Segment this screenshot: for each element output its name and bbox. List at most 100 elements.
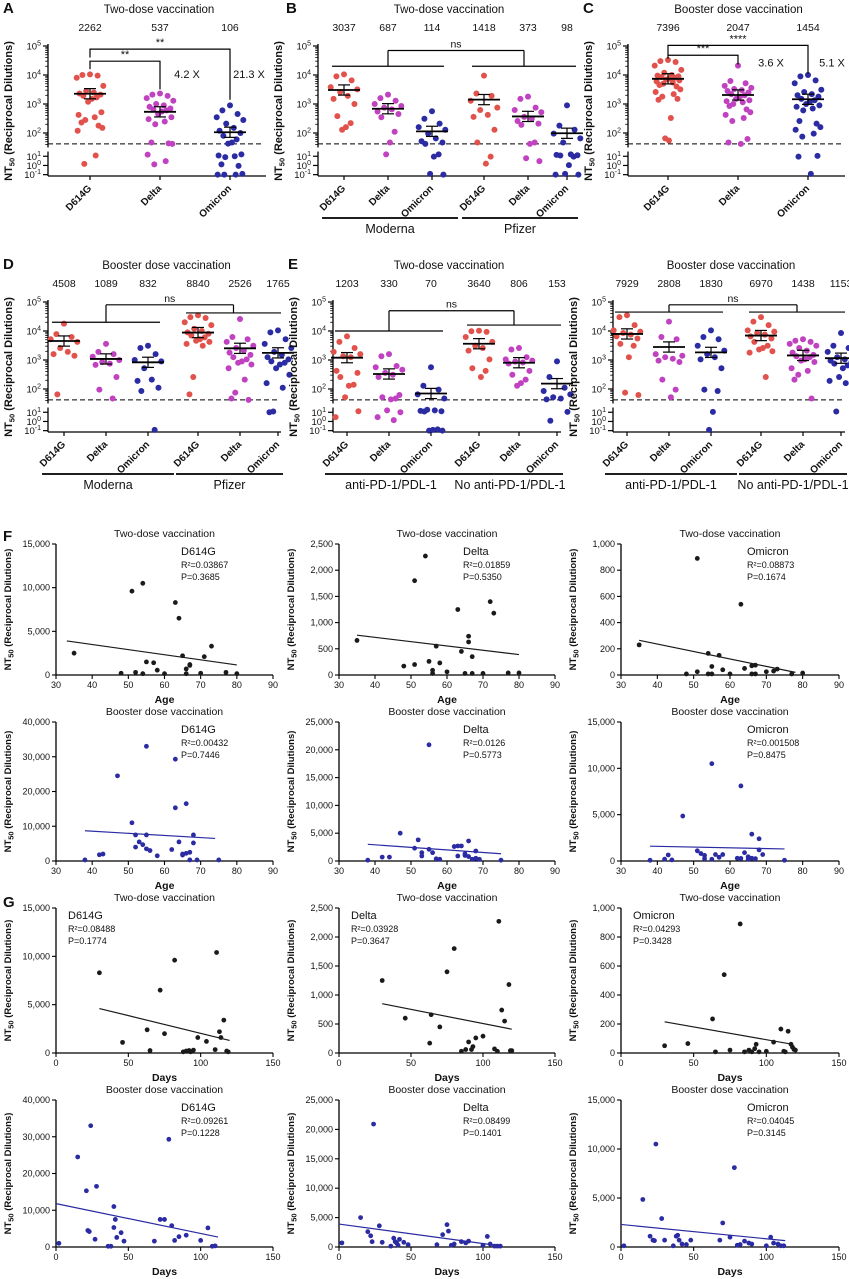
svg-text:80: 80: [798, 680, 808, 690]
panel-g2-scatter: Two-dose vaccination 0 500 1,000 1,500 2,000 2…: [283, 892, 565, 1084]
svg-text:Two-dose vaccination: Two-dose vaccination: [394, 4, 505, 16]
svg-text:50: 50: [689, 680, 699, 690]
svg-text:NT50 (Reciprocal Dilutions): NT50 (Reciprocal Dilutions): [286, 920, 299, 1042]
svg-text:Delta: Delta: [139, 183, 164, 208]
svg-text:60: 60: [159, 866, 169, 876]
svg-text:Two-dose vaccination: Two-dose vaccination: [104, 4, 215, 16]
panel-c-dotplot: C Booster dose vaccination 7396 2047 1454 10…: [580, 0, 849, 256]
svg-text:1,000: 1,000: [592, 903, 615, 913]
svg-text:Omicron: Omicron: [775, 183, 812, 220]
svg-text:Omicron: Omicron: [534, 183, 571, 220]
svg-text:1153: 1153: [830, 278, 849, 290]
svg-text:P=0.1228: P=0.1228: [181, 1128, 220, 1138]
svg-text:Omicron: Omicron: [747, 724, 789, 736]
svg-text:D614G: D614G: [68, 910, 103, 922]
panel-g4-scatter: Booster dose vaccination 0 10,000 20,000 30,…: [0, 1084, 283, 1278]
svg-text:101: 101: [297, 151, 312, 163]
panel-d-dotplot: D Booster dose vaccination 4508 1089 832 884…: [0, 256, 295, 532]
svg-text:806: 806: [510, 278, 528, 290]
svg-text:30: 30: [616, 680, 626, 690]
svg-text:50: 50: [689, 866, 699, 876]
svg-text:40: 40: [87, 866, 97, 876]
svg-text:50: 50: [123, 1058, 133, 1068]
svg-text:10,000: 10,000: [587, 1144, 615, 1154]
chart-f6-age-omicron-booster: Booster dose vaccination 0 5,000 10,000 15,0…: [568, 706, 844, 892]
svg-text:800: 800: [600, 932, 615, 942]
svg-text:NT50 (Reciprocal Dilutions): NT50 (Reciprocal Dilutions): [583, 41, 597, 181]
svg-text:100: 100: [312, 416, 327, 428]
svg-text:Booster dose vaccination: Booster dose vaccination: [388, 706, 505, 718]
svg-text:0: 0: [45, 856, 50, 866]
svg-text:0: 0: [328, 1242, 333, 1252]
svg-text:P=0.8475: P=0.8475: [747, 750, 786, 760]
svg-text:600: 600: [600, 591, 615, 601]
svg-text:103: 103: [312, 355, 327, 367]
chart-d-booster-vaccine-type: Booster dose vaccination 4508 1089 832 8840 2…: [3, 260, 295, 492]
svg-text:NT50 (Reciprocal Dilutions): NT50 (Reciprocal Dilutions): [568, 920, 581, 1042]
svg-text:Booster dose vaccination: Booster dose vaccination: [667, 260, 796, 272]
svg-text:104: 104: [27, 70, 42, 82]
svg-text:105: 105: [592, 297, 607, 309]
svg-text:Two-dose vaccination: Two-dose vaccination: [680, 528, 781, 540]
svg-text:Booster dose vaccination: Booster dose vaccination: [674, 4, 803, 16]
svg-text:NT50 (Reciprocal Dilutions): NT50 (Reciprocal Dilutions): [3, 1113, 16, 1235]
panel-letter-d: D: [3, 256, 14, 273]
svg-text:Omicron: Omicron: [678, 439, 715, 476]
chart-f4-age-d614g-booster: Booster dose vaccination 0 10,000 20,000 30,…: [3, 706, 278, 892]
svg-text:100: 100: [475, 1058, 490, 1068]
svg-text:1,000: 1,000: [310, 990, 333, 1000]
svg-text:15,000: 15,000: [305, 1154, 333, 1164]
svg-text:P=0.1774: P=0.1774: [68, 936, 107, 946]
svg-text:Two-dose vaccination: Two-dose vaccination: [394, 260, 505, 272]
svg-text:D614G: D614G: [172, 439, 202, 469]
svg-text:**: **: [121, 49, 130, 61]
svg-text:832: 832: [139, 278, 157, 290]
svg-text:Delta: Delta: [463, 724, 490, 736]
svg-text:60: 60: [725, 680, 735, 690]
svg-text:400: 400: [600, 990, 615, 1000]
svg-text:8840: 8840: [186, 278, 210, 290]
svg-text:Two-dose vaccination: Two-dose vaccination: [680, 892, 781, 904]
svg-text:60: 60: [442, 680, 452, 690]
svg-text:105: 105: [297, 41, 312, 53]
svg-text:100: 100: [592, 416, 607, 428]
svg-text:15,000: 15,000: [587, 1095, 615, 1105]
svg-text:102: 102: [27, 128, 42, 140]
svg-text:R²=0.04293: R²=0.04293: [633, 924, 680, 934]
svg-text:NT50 (Reciprocal Dilutions): NT50 (Reciprocal Dilutions): [3, 920, 16, 1042]
svg-text:Omicron: Omicron: [398, 439, 435, 476]
svg-text:50: 50: [406, 1252, 416, 1262]
svg-text:Age: Age: [720, 694, 740, 706]
svg-text:15,000: 15,000: [305, 773, 333, 783]
svg-text:100: 100: [475, 1252, 490, 1262]
svg-text:50: 50: [406, 866, 416, 876]
svg-text:0: 0: [53, 1252, 58, 1262]
svg-text:20,000: 20,000: [22, 1169, 50, 1179]
svg-text:5,000: 5,000: [27, 626, 50, 636]
svg-text:104: 104: [297, 70, 312, 82]
svg-text:P=0.3145: P=0.3145: [747, 1128, 786, 1138]
svg-text:103: 103: [607, 99, 622, 111]
svg-text:106: 106: [221, 22, 239, 34]
panel-f3-scatter: Two-dose vaccination 0 200 400 600 800 1,000 30…: [565, 528, 849, 706]
svg-text:5,000: 5,000: [592, 1193, 615, 1203]
svg-text:100: 100: [27, 160, 42, 172]
svg-text:90: 90: [834, 680, 844, 690]
svg-text:Age: Age: [155, 694, 175, 706]
svg-text:0: 0: [328, 670, 333, 680]
svg-text:***: ***: [697, 43, 711, 55]
svg-text:Omicron: Omicron: [197, 183, 234, 220]
svg-text:101: 101: [592, 407, 607, 419]
panel-e-left-dotplot: E Two-dose vaccination 1203 330 70 3640 806 15…: [285, 256, 574, 532]
svg-text:D614G: D614G: [453, 439, 483, 469]
svg-text:R²=0.09261: R²=0.09261: [181, 1116, 228, 1126]
svg-text:NT50 (Reciprocal Dilutions): NT50 (Reciprocal Dilutions): [286, 1113, 299, 1235]
svg-text:50: 50: [406, 1058, 416, 1068]
svg-text:2,500: 2,500: [310, 539, 333, 549]
svg-text:Days: Days: [152, 1266, 177, 1278]
svg-text:10-1: 10-1: [604, 169, 621, 181]
svg-text:R²=0.08499: R²=0.08499: [463, 1116, 510, 1126]
svg-text:R²=0.00432: R²=0.00432: [181, 738, 228, 748]
svg-text:1418: 1418: [472, 22, 496, 34]
svg-text:90: 90: [834, 866, 844, 876]
